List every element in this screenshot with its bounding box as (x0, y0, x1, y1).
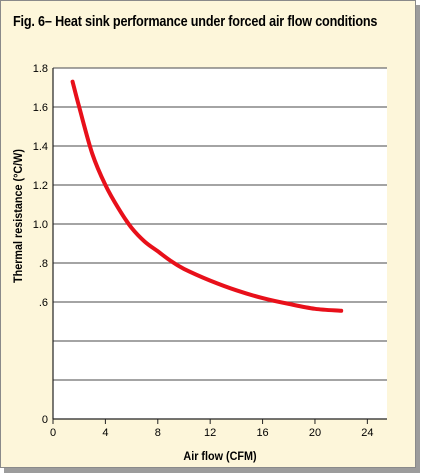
y-tick-label-6: 1.4 (33, 141, 48, 153)
plot-area (53, 68, 387, 419)
y-tick-label-4: 1.0 (33, 219, 48, 231)
y-tick-label-2: .6 (39, 297, 48, 309)
x-tick-label-4: 16 (256, 427, 268, 439)
x-tick-label-2: 8 (155, 427, 161, 439)
figure-frame: Fig. 6– Heat sink performance under forc… (0, 0, 416, 468)
y-tick-label-0: 0 (42, 414, 48, 426)
chart-plot: 0 4 8 12 16 20 24 0 .6 .8 1.0 1.2 1.4 1.6 1.8 (33, 63, 387, 439)
y-tick-label-5: 1.2 (33, 180, 48, 192)
y-tick-label-7: 1.6 (33, 102, 48, 114)
x-tick-label-0: 0 (50, 427, 56, 439)
x-tick-label-1: 4 (102, 427, 108, 439)
chart-title: Fig. 6– Heat sink performance under forc… (13, 14, 378, 30)
series-line-0 (70, 79, 344, 313)
y-tick-label-8: 1.8 (33, 63, 48, 75)
x-tick-label-5: 20 (309, 427, 321, 439)
x-tick-label-3: 12 (204, 427, 216, 439)
x-axis-label: Air flow (CFM) (183, 449, 257, 463)
x-tick-label-6: 24 (361, 427, 373, 439)
y-tick-label-3: .8 (39, 258, 48, 270)
